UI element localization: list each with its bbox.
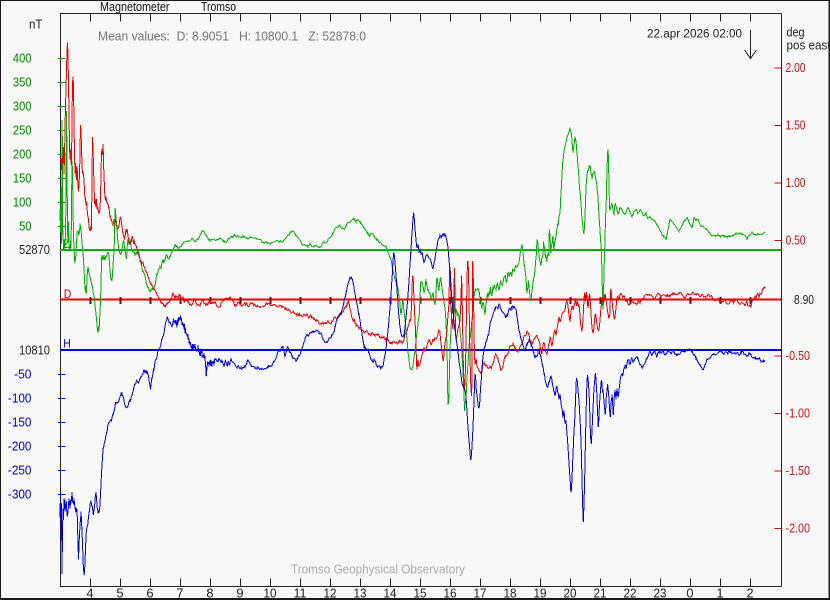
svg-text:10: 10 xyxy=(264,585,277,600)
svg-text:100: 100 xyxy=(13,195,32,210)
svg-text:4: 4 xyxy=(86,585,93,600)
svg-text:17: 17 xyxy=(474,585,487,600)
svg-text:150: 150 xyxy=(13,171,32,186)
svg-text:14: 14 xyxy=(384,585,397,600)
svg-text:9: 9 xyxy=(236,585,243,600)
svg-text:400: 400 xyxy=(13,51,32,66)
svg-text:10810: 10810 xyxy=(19,343,50,358)
svg-text:1: 1 xyxy=(716,585,723,600)
svg-text:nT: nT xyxy=(29,17,43,32)
svg-text:11: 11 xyxy=(294,585,307,600)
svg-text:20: 20 xyxy=(564,585,577,600)
svg-text:-0.50: -0.50 xyxy=(786,348,811,363)
svg-text:Z: Z xyxy=(63,239,71,251)
svg-text:1.50: 1.50 xyxy=(786,118,806,133)
svg-text:2: 2 xyxy=(746,585,753,600)
svg-text:Magnetometer: Magnetometer xyxy=(100,0,170,14)
svg-text:200: 200 xyxy=(13,147,32,162)
svg-text:-1.50: -1.50 xyxy=(786,463,811,478)
svg-text:Tromso: Tromso xyxy=(201,0,236,14)
svg-text:250: 250 xyxy=(13,123,32,138)
svg-text:-2.00: -2.00 xyxy=(786,521,811,536)
svg-text:Tromso Geophysical Observatory: Tromso Geophysical Observatory xyxy=(291,563,466,577)
svg-text:19: 19 xyxy=(534,585,547,600)
svg-text:22.apr 2026 02:00: 22.apr 2026 02:00 xyxy=(647,28,742,40)
svg-text:0.50: 0.50 xyxy=(786,233,806,248)
svg-text:5: 5 xyxy=(116,585,123,600)
svg-text:23: 23 xyxy=(654,585,667,600)
svg-text:2.00: 2.00 xyxy=(786,60,806,75)
svg-text:13: 13 xyxy=(354,585,367,600)
svg-text:300: 300 xyxy=(13,99,32,114)
svg-text:15: 15 xyxy=(414,585,427,600)
svg-text:6: 6 xyxy=(146,585,153,600)
svg-text:16: 16 xyxy=(444,585,457,600)
svg-text:deg: deg xyxy=(787,25,805,40)
svg-text:1.00: 1.00 xyxy=(786,175,806,190)
svg-text:12: 12 xyxy=(324,585,337,600)
svg-text:-100: -100 xyxy=(8,391,32,406)
svg-text:8: 8 xyxy=(206,585,213,600)
svg-text:-50: -50 xyxy=(14,367,31,382)
svg-text:52870: 52870 xyxy=(19,242,50,257)
svg-text:0: 0 xyxy=(686,585,693,600)
svg-text:350: 350 xyxy=(13,75,32,90)
svg-text:18: 18 xyxy=(504,585,517,600)
svg-text:pos east: pos east xyxy=(787,38,830,53)
svg-text:22: 22 xyxy=(624,585,637,600)
svg-text:-150: -150 xyxy=(8,415,32,430)
svg-text:8.90: 8.90 xyxy=(794,292,814,307)
svg-text:7: 7 xyxy=(176,585,183,600)
svg-text:21: 21 xyxy=(594,585,607,600)
svg-text:50: 50 xyxy=(19,219,31,234)
svg-text:D: D xyxy=(64,289,71,301)
svg-text:-200: -200 xyxy=(8,439,32,454)
svg-text:-1.00: -1.00 xyxy=(786,406,811,421)
svg-text:-300: -300 xyxy=(8,487,32,502)
svg-text:H: H xyxy=(63,339,70,351)
svg-text:-250: -250 xyxy=(8,463,32,478)
svg-text:Mean values: D: 8.9051 H: 1: Mean values: D: 8.9051 H: 10800.1 Z: 528… xyxy=(98,29,366,43)
